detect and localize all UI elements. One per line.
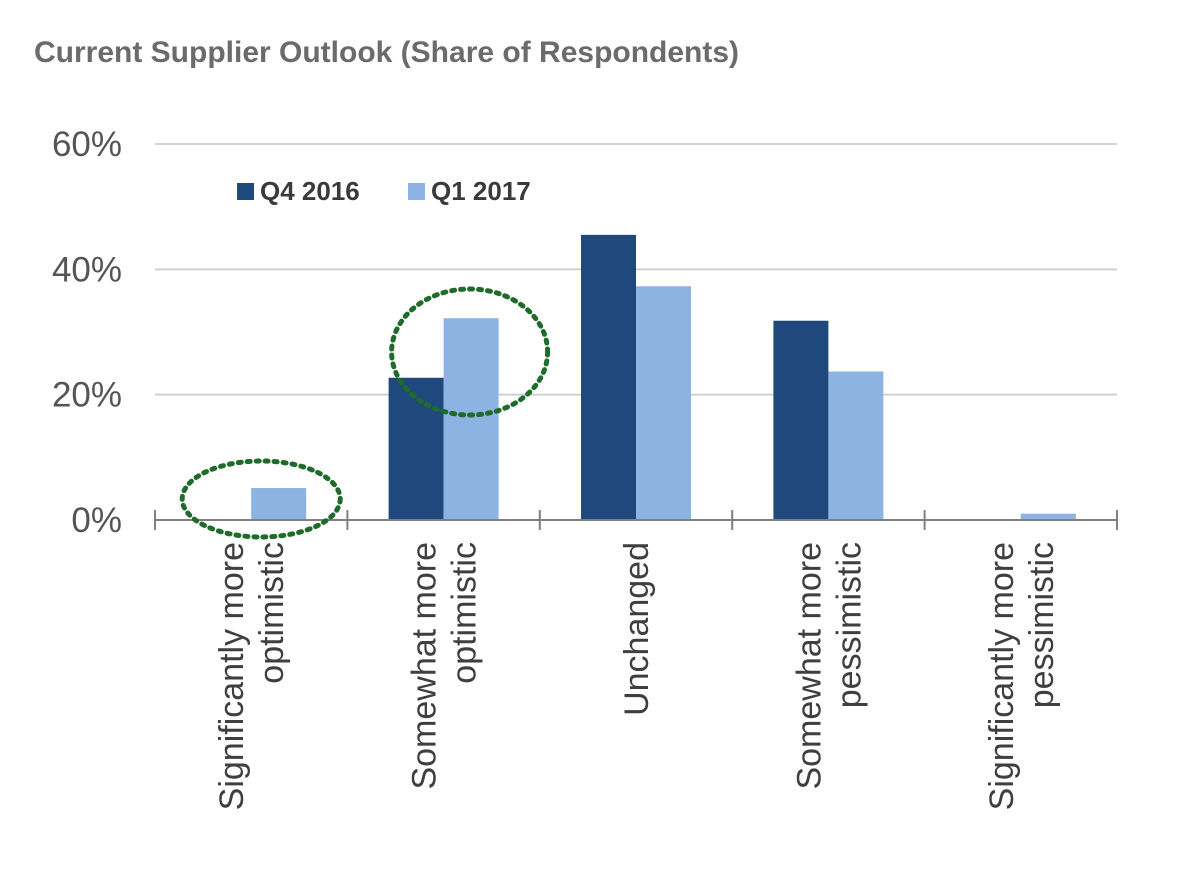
legend-label: Q1 2017 xyxy=(431,176,531,206)
y-tick-label: 60% xyxy=(52,125,122,164)
bar-q1-2017 xyxy=(636,286,691,520)
legend-swatch xyxy=(237,183,254,200)
bar-q1-2017 xyxy=(1020,513,1076,520)
x-tick-label: Unchanged xyxy=(618,542,656,716)
chart-title: Current Supplier Outlook (Share of Respo… xyxy=(34,36,740,69)
x-tick-label: Significantly morepessimistic xyxy=(983,542,1061,810)
annotations xyxy=(179,286,551,540)
bar-q1-2017 xyxy=(251,488,307,520)
highlight-ellipse xyxy=(389,286,551,418)
bars xyxy=(251,234,1076,520)
x-tick-label: Significantly moreoptimistic xyxy=(213,542,291,810)
bar-q1-2017 xyxy=(828,371,884,520)
bar-q4-2016 xyxy=(581,234,636,520)
legend: Q4 2016 Q1 2017 xyxy=(237,176,531,206)
highlight-ellipse xyxy=(179,458,343,540)
y-axis-tick-labels: 0% 20% 40% 60% xyxy=(52,125,122,540)
x-axis-tick-labels: Significantly moreoptimistic Somewhat mor… xyxy=(213,542,1061,810)
x-tick-label: Somewhat moreoptimistic xyxy=(406,542,484,790)
bar-q1-2017 xyxy=(443,318,499,520)
legend-swatch xyxy=(408,183,425,200)
y-tick-label: 40% xyxy=(52,250,122,289)
legend-label: Q4 2016 xyxy=(260,176,360,206)
x-axis xyxy=(154,510,1118,530)
bar-q4-2016 xyxy=(388,377,444,520)
x-tick-label: Somewhat morepessimistic xyxy=(790,542,868,790)
bar-q4-2016 xyxy=(773,320,829,520)
y-tick-label: 20% xyxy=(52,376,122,415)
y-tick-label: 0% xyxy=(71,501,122,540)
